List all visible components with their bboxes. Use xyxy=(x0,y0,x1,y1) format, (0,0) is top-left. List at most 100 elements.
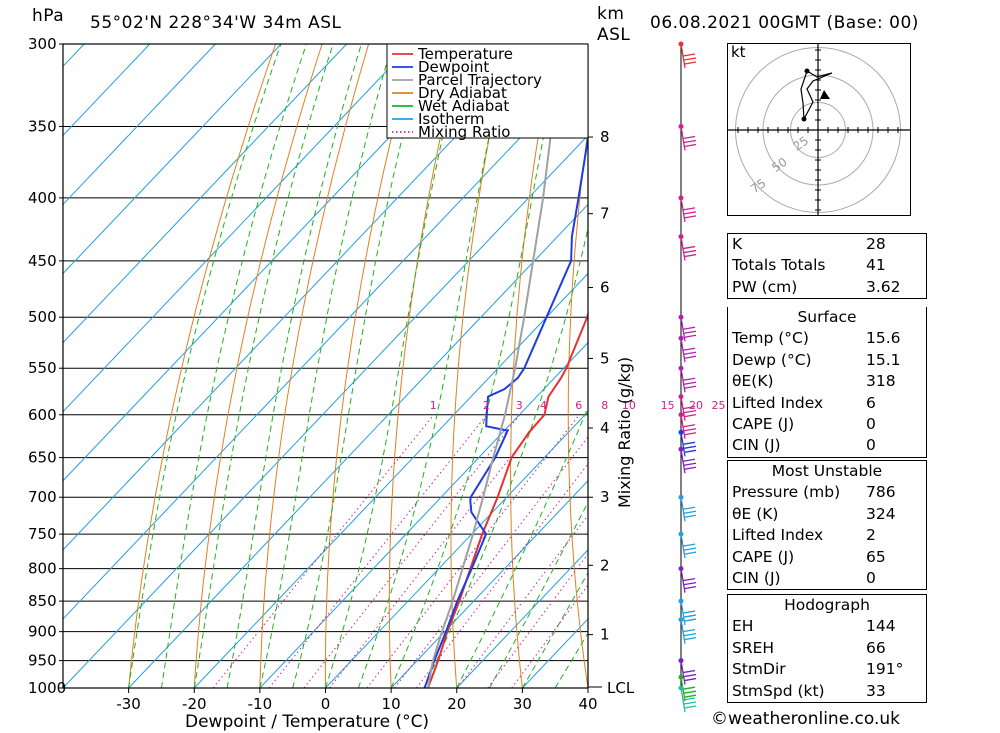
profile-lines xyxy=(423,44,588,688)
pressure-tick-label: 650 xyxy=(28,449,57,467)
isotherm-line xyxy=(456,549,588,688)
pressure-tick-label: 1000 xyxy=(28,679,66,697)
lcl-label: LCL xyxy=(607,679,635,697)
km-tick-label: 3 xyxy=(600,488,610,506)
storm-motion-marker xyxy=(820,90,830,99)
hodograph-table: Hodograph EH 144 SREH 66 StmDir 191° StmSpd (k… xyxy=(727,594,927,703)
km-tick-label: 2 xyxy=(600,556,610,574)
isotherm-line xyxy=(63,44,413,413)
isotherm-line xyxy=(193,272,588,688)
mixing-ratio-axis-label: Mixing Ratio (g/kg) xyxy=(615,357,634,508)
km-tick-label: 6 xyxy=(600,279,610,297)
hodograph-stat-value: 66 xyxy=(866,638,886,657)
wind-barb xyxy=(680,126,697,151)
dry-adiabat-line xyxy=(567,126,588,688)
most-unstable-table: Most Unstable Pressure (mb) 786 θE (K) 324 L… xyxy=(727,460,927,591)
surface-table: Surface Temp (°C) 15.6 Dewp (°C) 15.1 θE(K) 3… xyxy=(727,307,927,458)
mixing-ratio-line xyxy=(329,414,545,688)
index-row: K 28 xyxy=(728,234,926,255)
wind-barb xyxy=(680,414,697,439)
km-unit-label: km xyxy=(597,4,624,24)
legend-entry: Mixing Ratio xyxy=(418,123,510,141)
dry-adiabat-line xyxy=(388,44,463,688)
legend-entry: Parcel Trajectory xyxy=(418,71,542,89)
surface-row: CAPE (J) 0 xyxy=(728,414,926,435)
index-label: PW (cm) xyxy=(732,277,798,296)
dry-adiabat-line xyxy=(193,44,323,688)
mixing-ratio-line xyxy=(212,414,435,688)
isotherm-line xyxy=(63,134,588,688)
dry-adiabat-line xyxy=(259,44,370,688)
most-unstable-value: 324 xyxy=(866,504,896,523)
hodograph-stat-value: 33 xyxy=(866,681,886,700)
pressure-tick-label: 950 xyxy=(28,652,57,670)
axes: 1 2 3 4 6 8 10 15 20 2530035040045050055060065070… xyxy=(28,35,726,713)
temperature-line xyxy=(426,310,588,688)
legend-entry: Dry Adiabat xyxy=(418,84,507,102)
mixing-ratio-label: 10 xyxy=(622,399,636,412)
mixing-ratio-label: 1 xyxy=(430,399,437,412)
index-label: Totals Totals xyxy=(732,256,826,275)
hodograph-stat-value: 191° xyxy=(866,660,904,679)
most-unstable-label: Pressure (mb) xyxy=(732,483,841,502)
wet-adiabat-line xyxy=(456,406,588,688)
indices-table: K 28 Totals Totals 41 PW (cm) 3.62 xyxy=(727,233,927,300)
mixing-ratio-line xyxy=(457,514,588,688)
isotherm-line xyxy=(63,44,282,275)
pressure-tick-label: 350 xyxy=(28,118,57,136)
hodograph-trace xyxy=(800,70,833,120)
wind-barb xyxy=(680,619,697,644)
surface-value: 6 xyxy=(866,393,876,412)
wet-adiabat-line xyxy=(292,44,427,688)
wind-barb xyxy=(680,43,697,69)
temp-tick-label: 10 xyxy=(382,695,401,713)
most-unstable-value: 0 xyxy=(866,568,876,587)
wet-adiabat-line xyxy=(160,44,307,688)
wet-adiabat-line xyxy=(259,44,393,688)
wind-barb xyxy=(680,600,697,626)
isotherm-line xyxy=(325,410,588,688)
isotherm-line xyxy=(63,44,216,206)
wet-adiabat-line xyxy=(390,44,563,688)
most-unstable-value: 786 xyxy=(866,483,896,502)
surface-label: Dewp (°C) xyxy=(732,350,812,369)
pressure-tick-label: 750 xyxy=(28,525,57,543)
km-tick-label: 5 xyxy=(600,349,610,367)
wet-adiabat-line xyxy=(489,501,588,688)
mixing-ratio-label: 25 xyxy=(712,399,726,412)
pressure-tick-label: 450 xyxy=(28,252,57,270)
pressure-tick-label: 800 xyxy=(28,560,57,578)
wet-adiabat-line xyxy=(226,44,362,688)
mixing-ratio-label: 3 xyxy=(516,399,523,412)
temp-tick-label: 0 xyxy=(321,695,331,713)
isotherm-line xyxy=(128,203,588,688)
surface-value: 318 xyxy=(866,372,896,391)
isotherm-line xyxy=(0,44,19,688)
km-tick-label: 8 xyxy=(600,128,610,146)
surface-row: Temp (°C) 15.6 xyxy=(728,328,926,349)
wind-barb xyxy=(680,497,697,522)
mixing-ratio-line xyxy=(303,414,521,688)
mixing-ratio-line xyxy=(394,436,588,688)
hodograph-stat-label: EH xyxy=(732,617,754,636)
surface-row: CIN (J) 0 xyxy=(728,435,926,456)
surface-value: 0 xyxy=(866,414,876,433)
pressure-tick-label: 600 xyxy=(28,406,57,424)
background-lines xyxy=(0,44,588,688)
hodograph-stat-row: StmSpd (kt) 33 xyxy=(728,681,926,702)
km-tick-label: 1 xyxy=(600,626,610,644)
index-row: PW (cm) 3.62 xyxy=(728,277,926,298)
wind-barb xyxy=(680,534,697,559)
hodograph-point xyxy=(804,68,810,74)
index-value: 28 xyxy=(866,235,886,253)
location-title: 55°02'N 228°34'W 34m ASL xyxy=(90,13,342,33)
isotherm-line xyxy=(390,480,588,688)
hodograph-point xyxy=(801,116,807,122)
surface-row: Dewp (°C) 15.1 xyxy=(728,350,926,371)
surface-title: Surface xyxy=(797,308,857,326)
most-unstable-row: Pressure (mb) 786 xyxy=(728,482,926,503)
most-unstable-value: 65 xyxy=(866,547,886,566)
